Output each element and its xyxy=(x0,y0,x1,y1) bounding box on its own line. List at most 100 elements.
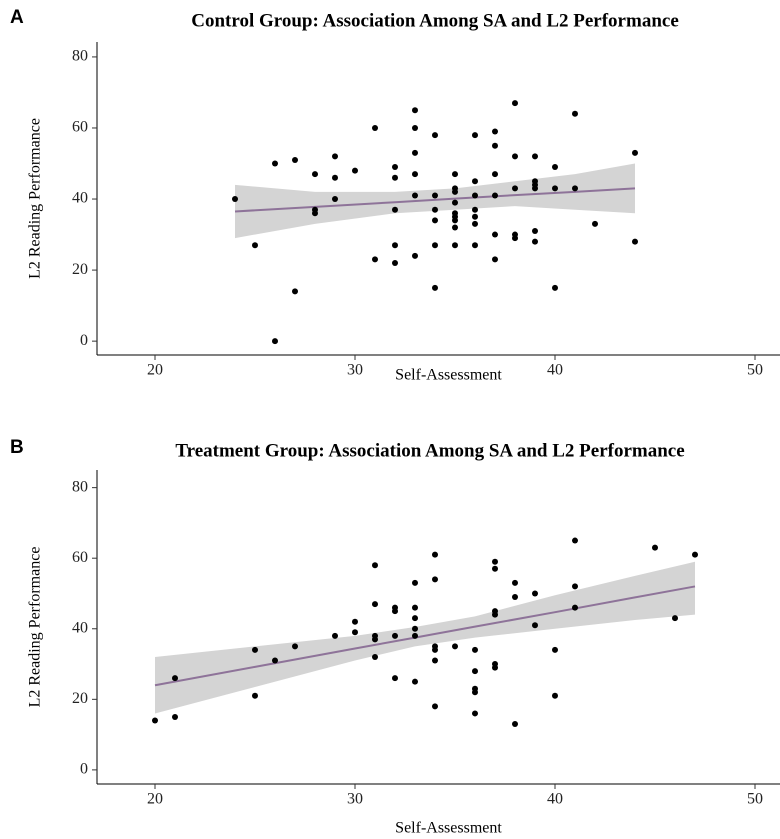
x-axis-label: Self-Assessment xyxy=(395,820,502,837)
y-tick-label: 0 xyxy=(80,332,88,349)
data-point xyxy=(632,238,638,245)
data-point xyxy=(392,242,398,249)
data-point xyxy=(332,174,338,181)
data-point xyxy=(252,646,258,653)
data-point xyxy=(332,196,338,203)
x-tick-label: 30 xyxy=(347,791,363,808)
data-point xyxy=(312,171,318,178)
data-point xyxy=(552,284,558,291)
data-point xyxy=(412,124,418,131)
data-point xyxy=(572,537,578,544)
data-point xyxy=(432,646,438,653)
x-tick-label: 50 xyxy=(747,791,763,808)
data-point xyxy=(432,551,438,558)
data-point xyxy=(432,192,438,199)
data-point xyxy=(512,235,518,242)
data-point xyxy=(652,544,658,551)
data-point xyxy=(272,160,278,167)
data-point xyxy=(452,199,458,206)
x-axis-label: Self-Assessment xyxy=(395,367,502,384)
data-point xyxy=(492,142,498,149)
data-point xyxy=(432,206,438,213)
data-point xyxy=(532,238,538,245)
data-point xyxy=(532,622,538,629)
data-point xyxy=(352,167,358,174)
data-point xyxy=(412,678,418,685)
data-point xyxy=(232,196,238,203)
data-point xyxy=(632,149,638,156)
data-point xyxy=(432,284,438,291)
data-point xyxy=(452,188,458,195)
data-point xyxy=(472,213,478,220)
y-tick-label: 20 xyxy=(72,690,88,707)
data-point xyxy=(372,256,378,263)
data-point xyxy=(492,128,498,135)
data-point xyxy=(432,657,438,664)
data-point xyxy=(492,611,498,618)
data-point xyxy=(332,153,338,160)
data-point xyxy=(572,185,578,192)
y-axis-label: L2 Reading Performance xyxy=(27,118,44,279)
data-point xyxy=(352,618,358,625)
panel-label: A xyxy=(10,7,24,28)
data-point xyxy=(472,242,478,249)
data-point xyxy=(412,579,418,586)
data-point xyxy=(452,242,458,249)
data-point xyxy=(452,171,458,178)
data-point xyxy=(492,256,498,263)
data-point xyxy=(392,259,398,266)
data-point xyxy=(472,178,478,185)
data-point xyxy=(292,156,298,163)
data-point xyxy=(392,632,398,639)
y-tick-label: 80 xyxy=(72,48,88,65)
data-point xyxy=(492,565,498,572)
x-tick-label: 40 xyxy=(547,362,563,379)
data-point xyxy=(172,675,178,682)
data-point xyxy=(472,689,478,696)
confidence-band xyxy=(155,561,695,714)
data-point xyxy=(492,171,498,178)
data-point xyxy=(152,717,158,724)
x-tick-label: 20 xyxy=(147,791,163,808)
data-point xyxy=(552,164,558,171)
data-point xyxy=(472,710,478,717)
data-point xyxy=(292,288,298,295)
y-tick-label: 0 xyxy=(80,761,88,778)
y-tick-label: 40 xyxy=(72,619,88,636)
data-point xyxy=(512,721,518,728)
y-tick-label: 60 xyxy=(72,119,88,136)
data-point xyxy=(412,252,418,259)
data-point xyxy=(532,228,538,235)
data-point xyxy=(412,632,418,639)
data-point xyxy=(252,242,258,249)
data-point xyxy=(372,124,378,131)
data-point xyxy=(412,149,418,156)
y-tick-label: 40 xyxy=(72,190,88,207)
data-point xyxy=(412,107,418,114)
data-point xyxy=(572,110,578,117)
x-tick-label: 50 xyxy=(747,362,763,379)
data-point xyxy=(412,604,418,611)
data-point xyxy=(532,590,538,597)
data-point xyxy=(172,713,178,720)
data-point xyxy=(552,692,558,699)
data-point xyxy=(392,206,398,213)
data-point xyxy=(492,192,498,199)
data-point xyxy=(472,220,478,227)
chart-title: Control Group: Association Among SA and … xyxy=(191,10,679,31)
data-point xyxy=(672,615,678,622)
data-point xyxy=(452,224,458,231)
data-point xyxy=(592,220,598,227)
data-point xyxy=(512,100,518,107)
data-point xyxy=(392,164,398,171)
data-point xyxy=(392,608,398,615)
data-point xyxy=(572,604,578,611)
data-point xyxy=(532,153,538,160)
data-point xyxy=(252,692,258,699)
data-point xyxy=(552,185,558,192)
y-axis-label: L2 Reading Performance xyxy=(27,547,44,708)
x-tick-label: 40 xyxy=(547,791,563,808)
fit-line xyxy=(154,585,696,687)
data-point xyxy=(412,625,418,632)
data-point xyxy=(412,171,418,178)
